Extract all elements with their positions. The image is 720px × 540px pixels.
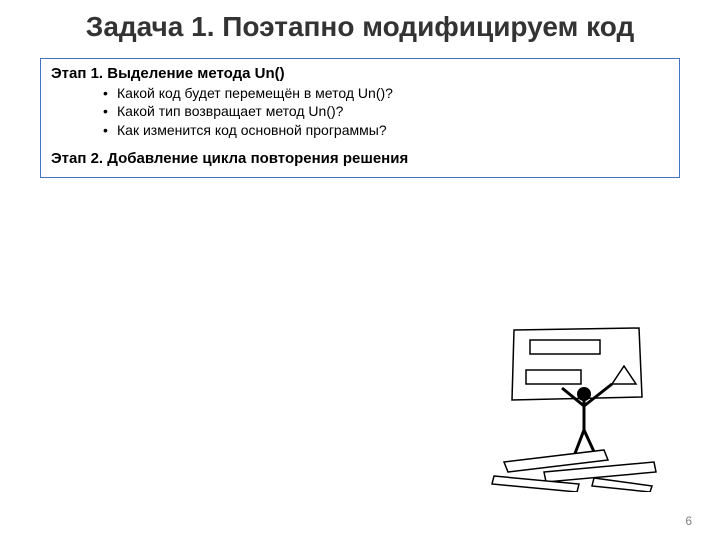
builder-illustration xyxy=(484,322,664,492)
stage2-heading: Этап 2. Добавление цикла повторения реше… xyxy=(51,150,669,167)
bullet-item: Какой код будет перемещён в метод Un()? xyxy=(103,84,669,103)
slide-title: Задача 1. Поэтапно модифицируем код xyxy=(0,0,720,52)
content-box: Этап 1. Выделение метода Un() Какой код … xyxy=(40,58,680,179)
page-number: 6 xyxy=(685,514,692,528)
bullet-item: Какой тип возвращает метод Un()? xyxy=(103,102,669,121)
stage1-heading: Этап 1. Выделение метода Un() xyxy=(51,65,669,82)
bullet-item: Как изменится код основной программы? xyxy=(103,121,669,140)
stage1-bullets: Какой код будет перемещён в метод Un()? … xyxy=(103,84,669,141)
